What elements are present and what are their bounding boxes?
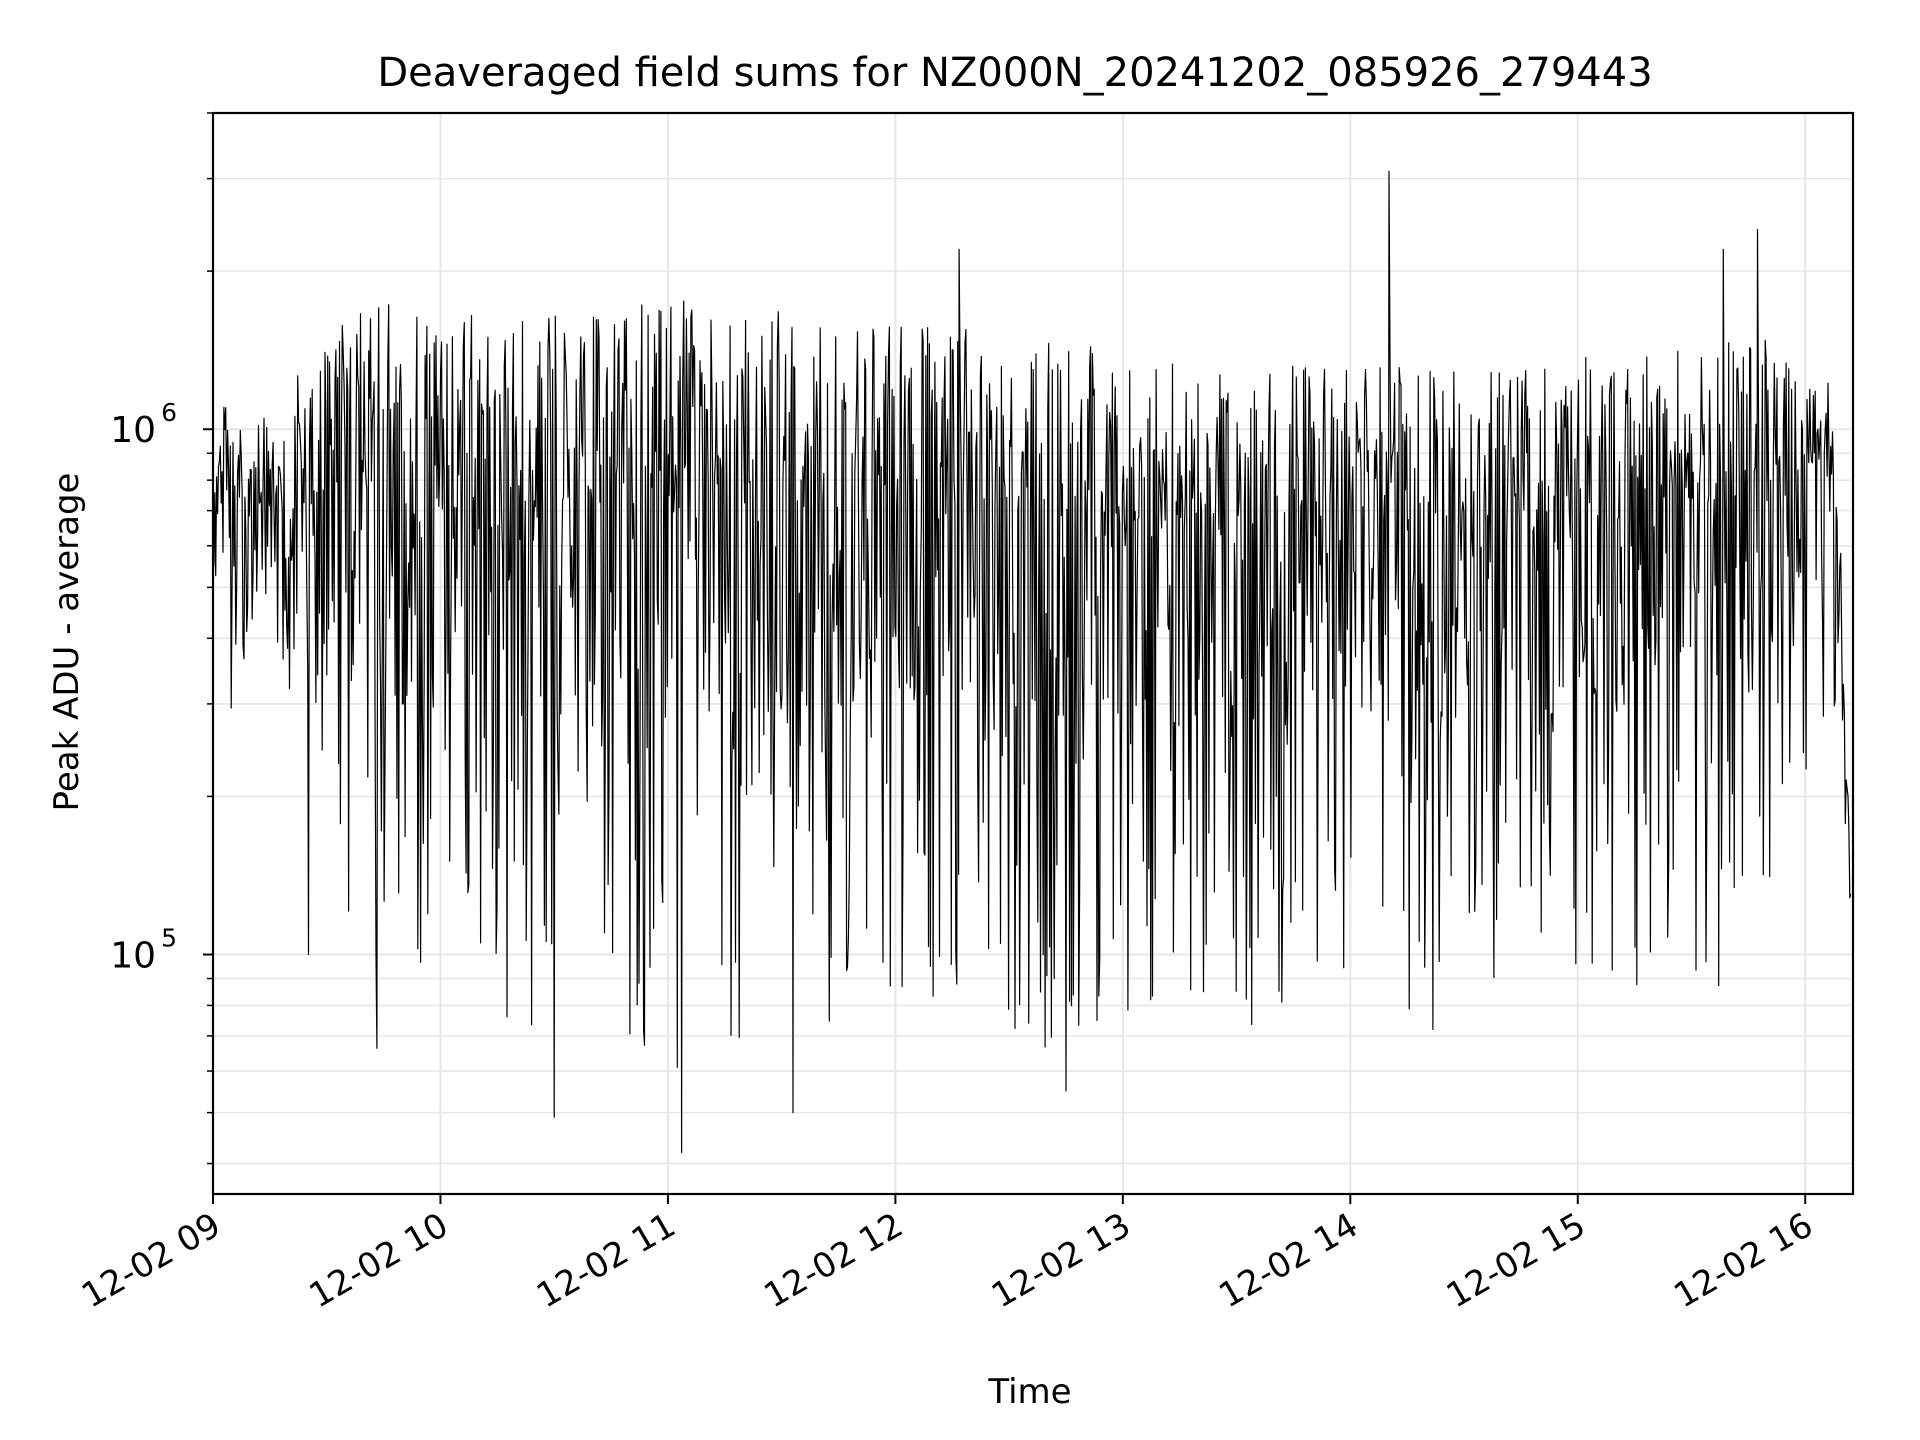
chart-title: Deaveraged field sums for NZ000N_2024120… xyxy=(377,50,1652,96)
y-tick-exponent: 5 xyxy=(161,924,177,953)
y-axis-label: Peak ADU - average xyxy=(47,473,87,812)
plot-frame xyxy=(211,111,1855,1196)
y-tick-exponent: 6 xyxy=(161,398,177,427)
y-tick-label: 10 xyxy=(110,936,156,977)
y-tick-label: 10 xyxy=(110,410,156,451)
series-line xyxy=(212,170,1852,1153)
x-axis-label: Time xyxy=(987,1372,1071,1412)
data-layer xyxy=(212,170,1852,1153)
